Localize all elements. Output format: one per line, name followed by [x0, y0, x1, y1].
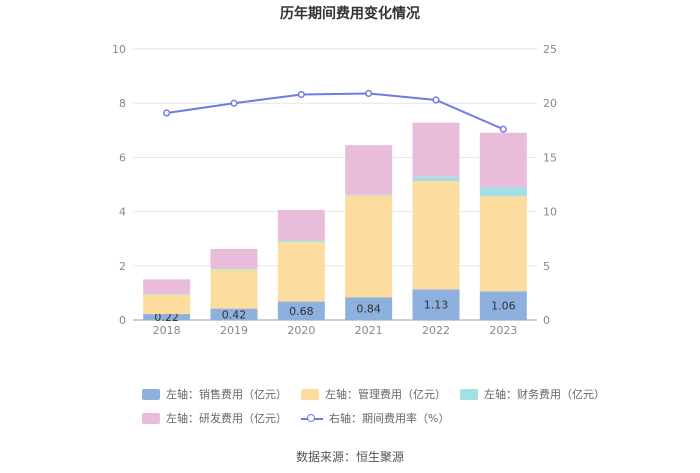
legend-swatch-finance [460, 388, 478, 400]
legend-row-1: 左轴：销售费用（亿元） 左轴：管理费用（亿元） 左轴：财务费用（亿元） [142, 386, 619, 402]
x-axis-tick-label: 2019 [220, 324, 248, 337]
bar-sales-2018 [143, 314, 191, 320]
legend-label-sales: 左轴：销售费用（亿元） [166, 388, 287, 401]
bar-sales-2022 [412, 289, 460, 320]
bar-rd-2021 [345, 145, 393, 195]
left-axis-tick-label: 8 [119, 97, 126, 110]
line-expense-rate [166, 92, 504, 131]
bar-admin-2018 [143, 294, 191, 315]
bar-value-label: 1.13 [424, 299, 449, 312]
legend-label-admin: 左轴：管理费用（亿元） [325, 388, 446, 401]
bar-admin-2023 [479, 196, 527, 292]
right-axis-tick-label: 5 [543, 260, 550, 273]
bar-finance-2020 [277, 240, 325, 242]
left-axis-tick-label: 4 [119, 206, 126, 219]
bar-rd-2022 [412, 122, 460, 177]
legend-item-rd[interactable]: 左轴：研发费用（亿元） [142, 410, 287, 426]
right-axis-tick-label: 15 [543, 151, 557, 164]
line-point-expense-rate [432, 96, 440, 104]
bar-value-label: 0.68 [289, 305, 314, 318]
x-axis-tick-label: 2021 [355, 324, 383, 337]
chart-title: 历年期间费用变化情况 [280, 6, 420, 22]
data-source: 数据来源：恒生聚源 [295, 450, 404, 464]
legend-item-admin[interactable]: 左轴：管理费用（亿元） [301, 386, 446, 402]
legend-line-icon [301, 413, 323, 424]
x-axis-tick-label: 2023 [489, 324, 517, 337]
legend-label-rd: 左轴：研发费用（亿元） [166, 412, 287, 425]
line-point-expense-rate [365, 89, 373, 97]
x-axis-tick-label: 2020 [287, 324, 315, 337]
bar-finance-2022 [412, 176, 460, 181]
legend-item-expense-rate[interactable]: 右轴：期间费用率（%） [301, 410, 449, 426]
legend-item-sales[interactable]: 左轴：销售费用（亿元） [142, 386, 287, 402]
bar-value-label: 1.06 [491, 300, 516, 313]
bar-value-label: 0.84 [356, 303, 381, 316]
legend-swatch-rd [142, 412, 160, 424]
left-axis-tick-label: 10 [112, 43, 126, 56]
legend-swatch-admin [301, 388, 319, 400]
bar-rd-2018 [143, 279, 191, 294]
legend-item-finance[interactable]: 左轴：财务费用（亿元） [460, 386, 605, 402]
left-axis-tick-label: 6 [119, 151, 126, 164]
bar-finance-2019 [210, 267, 258, 270]
bar-rd-2019 [210, 248, 258, 268]
x-axis-tick-label: 2022 [422, 324, 450, 337]
bar-rd-2023 [479, 132, 527, 187]
bar-finance-2023 [479, 186, 527, 197]
right-axis-tick-label: 10 [543, 206, 557, 219]
bar-admin-2019 [210, 269, 258, 309]
bar-admin-2022 [412, 180, 460, 290]
bar-sales-2020 [277, 301, 325, 320]
right-axis-tick-label: 0 [543, 314, 550, 327]
bar-admin-2021 [345, 195, 393, 298]
legend-label-expense-rate: 右轴：期间费用率（%） [329, 412, 450, 425]
x-axis-tick-label: 2018 [153, 324, 181, 337]
line-point-expense-rate [499, 125, 507, 133]
right-axis-tick-label: 20 [543, 97, 557, 110]
bar-value-label: 0.22 [154, 311, 179, 324]
legend-row-2: 左轴：研发费用（亿元） 右轴：期间费用率（%） [142, 410, 463, 426]
bar-value-label: 0.42 [222, 308, 247, 321]
bar-sales-2021 [345, 297, 393, 320]
left-axis-tick-label: 2 [119, 260, 126, 273]
line-point-expense-rate [230, 99, 238, 107]
left-axis-tick-label: 0 [119, 314, 126, 327]
bar-admin-2020 [277, 241, 325, 302]
bar-sales-2019 [210, 308, 258, 320]
bar-finance-2021 [345, 194, 393, 196]
bar-finance-2018 [143, 293, 191, 295]
right-axis-tick-label: 25 [543, 43, 557, 56]
legend-swatch-sales [142, 388, 160, 400]
bar-rd-2020 [277, 209, 325, 241]
line-point-expense-rate [297, 90, 305, 99]
bar-sales-2023 [479, 291, 527, 320]
legend-label-finance: 左轴：财务费用（亿元） [484, 388, 605, 401]
line-point-expense-rate [163, 109, 171, 117]
